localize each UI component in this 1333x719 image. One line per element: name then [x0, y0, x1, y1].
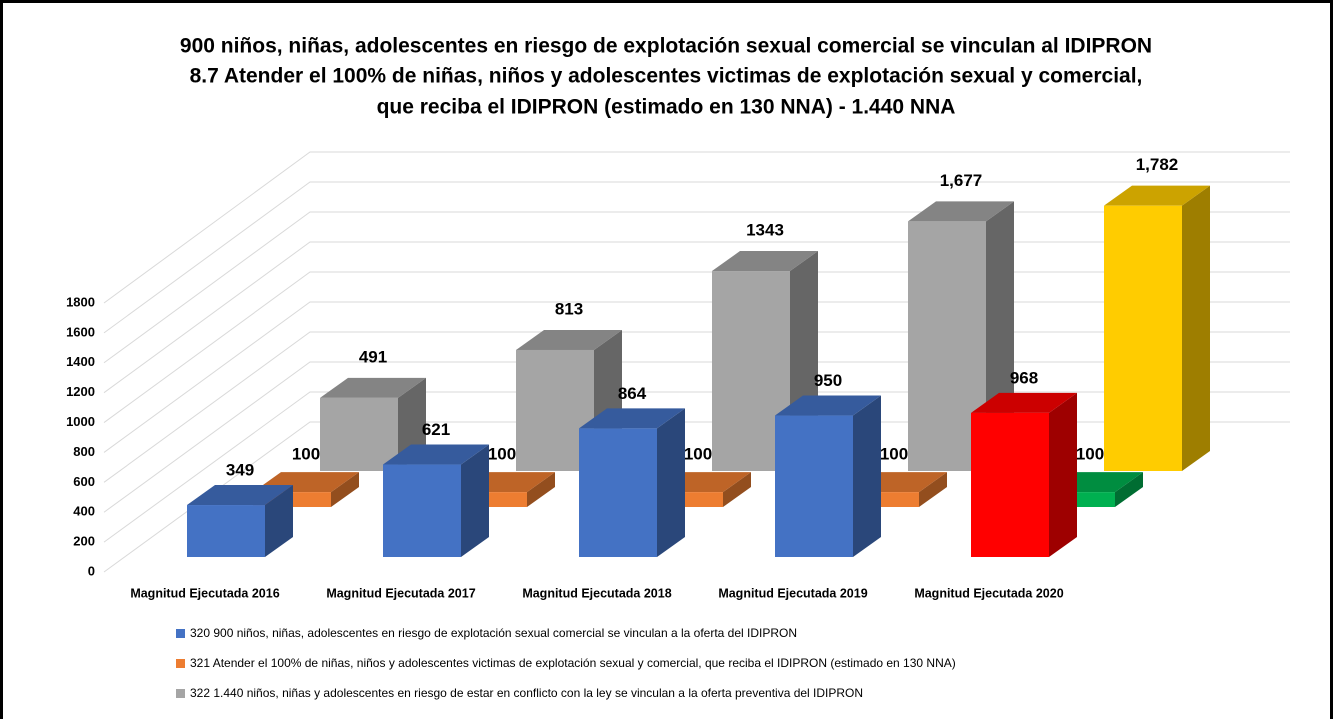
- bar-top: [320, 377, 426, 398]
- value-label: 950: [814, 371, 842, 390]
- value-label: 1343: [746, 221, 784, 240]
- value-label: 100: [684, 445, 712, 464]
- bar: [971, 392, 1077, 557]
- value-label: 621: [422, 420, 450, 439]
- y-tick-label: 1000: [66, 414, 95, 429]
- bar-front: [320, 397, 398, 471]
- value-label: 813: [555, 299, 583, 318]
- bar-side: [723, 472, 751, 507]
- legend-label: 320 900 niños, niñas, adolescentes en ri…: [190, 626, 797, 640]
- y-tick-label: 1400: [66, 354, 95, 369]
- bar-side: [919, 472, 947, 507]
- legend-swatch: [176, 629, 185, 638]
- bar: [187, 485, 293, 557]
- x-tick-label: Magnitud Ejecutada 2019: [718, 586, 867, 600]
- y-tick-label: 600: [73, 474, 95, 489]
- value-label: 1,782: [1136, 155, 1179, 174]
- x-tick-label: Magnitud Ejecutada 2017: [326, 586, 475, 600]
- value-label: 349: [226, 461, 254, 480]
- bar-top: [712, 251, 818, 272]
- value-label: 100: [1076, 445, 1104, 464]
- chart-title: 900 niños, niñas, adolescentes en riesgo…: [180, 35, 1152, 58]
- chart-title: que reciba el IDIPRON (estimado en 130 N…: [377, 96, 956, 119]
- bar: [1104, 185, 1210, 471]
- x-tick-label: Magnitud Ejecutada 2020: [914, 586, 1063, 600]
- legend-label: 321 Atender el 100% de niñas, niños y ad…: [190, 656, 956, 670]
- bar-top: [1104, 185, 1210, 206]
- y-tick-label: 1800: [66, 294, 95, 309]
- value-label: 100: [880, 445, 908, 464]
- bar-top: [775, 395, 881, 416]
- grid-line: [103, 181, 1290, 334]
- y-tick-label: 1200: [66, 384, 95, 399]
- bar-front: [775, 415, 853, 557]
- bar-side: [265, 485, 293, 557]
- legend-label: 322 1.440 niños, niñas y adolescentes en…: [190, 686, 863, 700]
- bar-side: [331, 472, 359, 507]
- bar-side: [527, 472, 555, 507]
- legend-swatch: [176, 659, 185, 668]
- bar-top: [383, 444, 489, 465]
- bar-side: [1115, 472, 1143, 507]
- bar-top: [187, 485, 293, 506]
- bar-front: [1104, 205, 1182, 471]
- x-tick-label: Magnitud Ejecutada 2018: [522, 586, 671, 600]
- y-tick-label: 400: [73, 504, 95, 519]
- value-label: 968: [1010, 368, 1038, 387]
- bar-top: [908, 201, 1014, 222]
- bar-side: [461, 444, 489, 557]
- chart-title: 8.7 Atender el 100% de niñas, niños y ad…: [190, 65, 1143, 88]
- value-label: 100: [292, 445, 320, 464]
- bar: [775, 395, 881, 557]
- bar-side: [1182, 185, 1210, 471]
- bar-front: [383, 464, 461, 557]
- bar: [579, 408, 685, 557]
- bar-top: [971, 392, 1077, 413]
- bar-side: [657, 408, 685, 557]
- y-tick-label: 800: [73, 444, 95, 459]
- bar-top: [579, 408, 685, 429]
- bar-front: [971, 412, 1049, 557]
- value-label: 100: [488, 445, 516, 464]
- grid-line: [103, 151, 1290, 304]
- x-tick-label: Magnitud Ejecutada 2016: [130, 586, 279, 600]
- bar-front: [579, 428, 657, 557]
- y-tick-label: 200: [73, 534, 95, 549]
- value-label: 491: [359, 347, 387, 366]
- legend-swatch: [176, 689, 185, 698]
- y-tick-label: 1600: [66, 324, 95, 339]
- y-tick-label: 0: [88, 563, 95, 578]
- bar-front: [187, 505, 265, 557]
- bar-top: [516, 329, 622, 350]
- bar-side: [1049, 392, 1077, 557]
- value-label: 1,677: [940, 171, 983, 190]
- bar-side: [853, 395, 881, 557]
- value-label: 864: [618, 384, 647, 403]
- bar: [383, 444, 489, 557]
